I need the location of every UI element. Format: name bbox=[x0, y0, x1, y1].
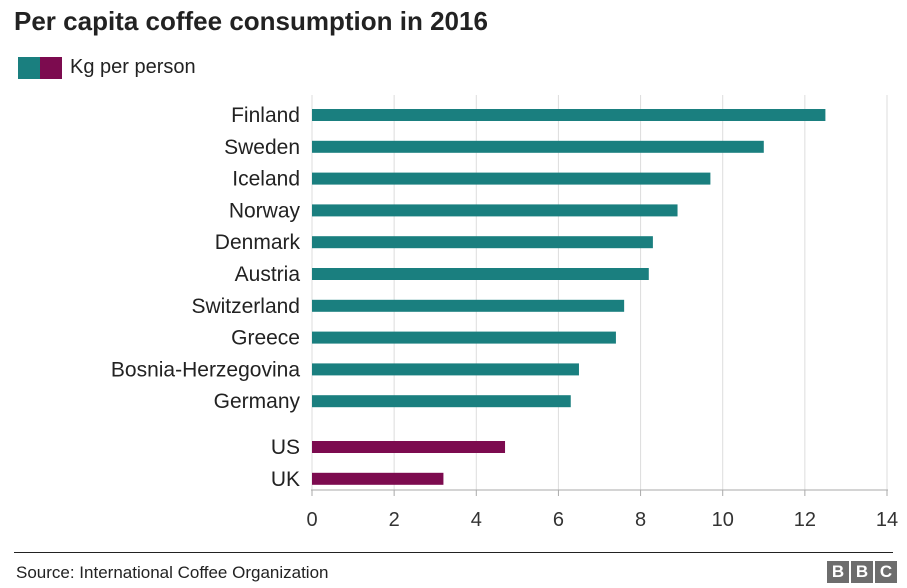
bar-denmark bbox=[312, 236, 653, 249]
bar-norway bbox=[312, 204, 678, 217]
x-tick-label: 6 bbox=[553, 509, 564, 531]
bar-iceland bbox=[312, 172, 711, 185]
category-label: UK bbox=[271, 468, 300, 491]
category-label: Switzerland bbox=[191, 295, 300, 318]
category-label: Norway bbox=[229, 199, 301, 222]
category-label: Greece bbox=[231, 327, 300, 350]
x-tick-label: 2 bbox=[389, 509, 400, 531]
source-note: Source: International Coffee Organizatio… bbox=[16, 563, 329, 582]
bar-austria bbox=[312, 268, 649, 280]
bar-sweden bbox=[312, 140, 764, 153]
bar-chart: 0 2 4 6 8 10 12 14 Finland Sweden Iceland Norway Den… bbox=[111, 95, 898, 531]
chart-title: Per capita coffee consumption in 2016 bbox=[14, 6, 488, 36]
bbc-logo-letter: B bbox=[827, 561, 849, 583]
bar-switzerland bbox=[312, 299, 625, 312]
footer-divider bbox=[14, 552, 893, 553]
x-tick-label: 10 bbox=[712, 509, 734, 531]
legend-swatch-teal bbox=[18, 56, 40, 79]
category-label: Bosnia-Herzegovina bbox=[111, 358, 300, 381]
x-tick-label: 12 bbox=[794, 509, 816, 531]
legend-label: Kg per person bbox=[70, 56, 196, 78]
category-label: Sweden bbox=[224, 136, 300, 159]
category-label: Austria bbox=[235, 263, 301, 286]
legend-swatch-purple bbox=[40, 56, 62, 79]
bar-greece bbox=[312, 331, 616, 344]
x-tick-label: 14 bbox=[876, 509, 898, 531]
bar-germany bbox=[312, 395, 571, 408]
category-label: US bbox=[271, 436, 300, 459]
bar-finland bbox=[312, 109, 826, 121]
bbc-logo-letter: B bbox=[851, 561, 873, 583]
category-label: Denmark bbox=[215, 231, 301, 254]
x-tick-label: 8 bbox=[635, 509, 646, 531]
bbc-logo-letter: C bbox=[875, 561, 897, 583]
x-tick-label: 4 bbox=[471, 509, 482, 531]
category-label: Germany bbox=[214, 390, 301, 413]
bar-uk bbox=[312, 472, 444, 485]
bar-us bbox=[312, 441, 506, 453]
category-label: Finland bbox=[231, 104, 300, 127]
legend: Kg per person bbox=[18, 56, 196, 79]
bbc-logo: B B C bbox=[827, 561, 897, 583]
bar-bosnia-herzegovina bbox=[312, 363, 579, 376]
x-tick-label: 0 bbox=[306, 509, 317, 531]
category-label: Iceland bbox=[232, 168, 300, 191]
